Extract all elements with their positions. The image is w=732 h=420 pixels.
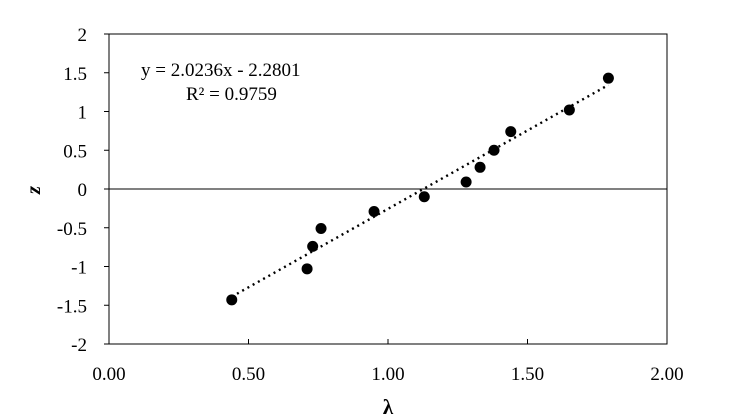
data-point: [460, 176, 472, 188]
data-point: [307, 240, 319, 252]
data-point: [505, 126, 517, 138]
y-tick-label: 1: [78, 103, 88, 124]
x-tick-label: 2.00: [650, 364, 683, 385]
y-tick-label: 0: [78, 180, 88, 201]
data-point: [368, 205, 380, 217]
x-tick-label: 0.00: [92, 364, 125, 385]
data-point: [488, 144, 500, 156]
data-point: [602, 72, 614, 84]
trendline: [231, 83, 609, 298]
data-point: [474, 161, 486, 173]
data-point: [226, 294, 238, 306]
data-point: [301, 263, 313, 275]
trendline-equation: y = 2.0236x - 2.2801: [141, 60, 301, 81]
data-point: [563, 104, 575, 116]
y-axis-label: z: [21, 185, 45, 195]
x-tick-label: 0.50: [232, 364, 265, 385]
y-axis-ticks: [104, 33, 109, 345]
y-tick-label: -1.5: [57, 296, 87, 317]
x-axis-ticks: [108, 339, 668, 344]
y-tick-labels: 2 1.5 1 0.5 0 -0.5 -1 -1.5 -2: [57, 25, 87, 356]
data-points: [226, 72, 614, 306]
y-tick-label: -1: [71, 258, 87, 279]
y-tick-label: 2: [78, 25, 88, 46]
x-tick-label: 1.50: [511, 364, 544, 385]
x-tick-label: 1.00: [371, 364, 404, 385]
y-tick-label: -0.5: [57, 219, 87, 240]
y-tick-label: 0.5: [63, 141, 87, 162]
data-point: [315, 223, 327, 235]
x-axis-label: λ: [383, 395, 394, 419]
x-tick-labels: 0.00 0.50 1.00 1.50 2.00: [92, 364, 683, 385]
y-tick-label: 1.5: [63, 64, 87, 85]
r-squared-label: R² = 0.9759: [186, 84, 277, 105]
y-tick-label: -2: [71, 335, 87, 356]
data-point: [418, 191, 430, 203]
